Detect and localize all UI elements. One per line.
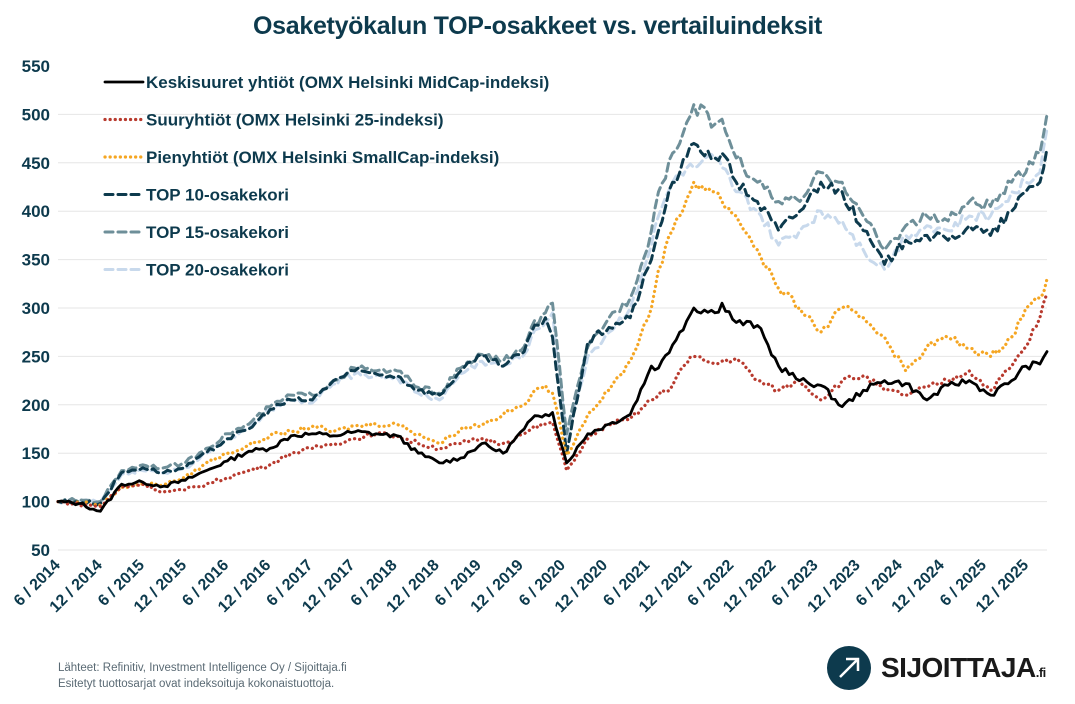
source-line-1: Lähteet: Refinitiv, Investment Intellige… (58, 662, 347, 674)
chart-title: Osaketyökalun TOP-osakkeet vs. vertailui… (252, 12, 823, 40)
series-line-2 (56, 180, 1049, 508)
y-tick-label: 550 (22, 57, 50, 76)
y-tick-label: 200 (22, 396, 50, 415)
logo-text: SIJOITTAJA.fi (881, 652, 1046, 683)
legend-label: TOP 10-osakekori (146, 186, 289, 205)
y-tick-label: 250 (22, 347, 50, 366)
series-line-4 (56, 103, 1049, 505)
series-line-0 (56, 301, 1049, 513)
series-lines (56, 103, 1049, 513)
y-tick-label: 350 (22, 251, 50, 270)
source-note: Lähteet: Refinitiv, Investment Intellige… (58, 660, 347, 692)
series-line-3 (56, 141, 1049, 507)
legend-label: Suuryhtiöt (OMX Helsinki 25-indeksi) (146, 111, 444, 130)
gridlines (58, 113, 1047, 551)
y-tick-label: 400 (22, 202, 50, 221)
arrow-up-right-icon (827, 646, 871, 690)
y-axis-ticks: 50 100 150 200 250 300 350 400 450 500 550 (22, 57, 50, 560)
y-tick-label: 300 (22, 299, 50, 318)
y-tick-label: 100 (22, 493, 50, 512)
sijoittaja-logo: SIJOITTAJA.fi (827, 646, 1046, 690)
y-tick-label: 150 (22, 444, 50, 463)
y-tick-label: 50 (31, 541, 50, 560)
y-tick-label: 500 (22, 105, 50, 124)
legend-label: TOP 20-osakekori (146, 261, 289, 280)
source-line-2: Esitetyt tuottosarjat ovat indeksoituja … (58, 678, 335, 690)
y-tick-label: 450 (22, 154, 50, 173)
legend-label: Pienyhtiöt (OMX Helsinki SmallCap-indeks… (146, 148, 499, 167)
legend-label: TOP 15-osakekori (146, 223, 289, 242)
legend-label: Keskisuuret yhtiöt (OMX Helsinki MidCap-… (146, 73, 549, 92)
legend: Keskisuuret yhtiöt (OMX Helsinki MidCap-… (103, 73, 549, 280)
